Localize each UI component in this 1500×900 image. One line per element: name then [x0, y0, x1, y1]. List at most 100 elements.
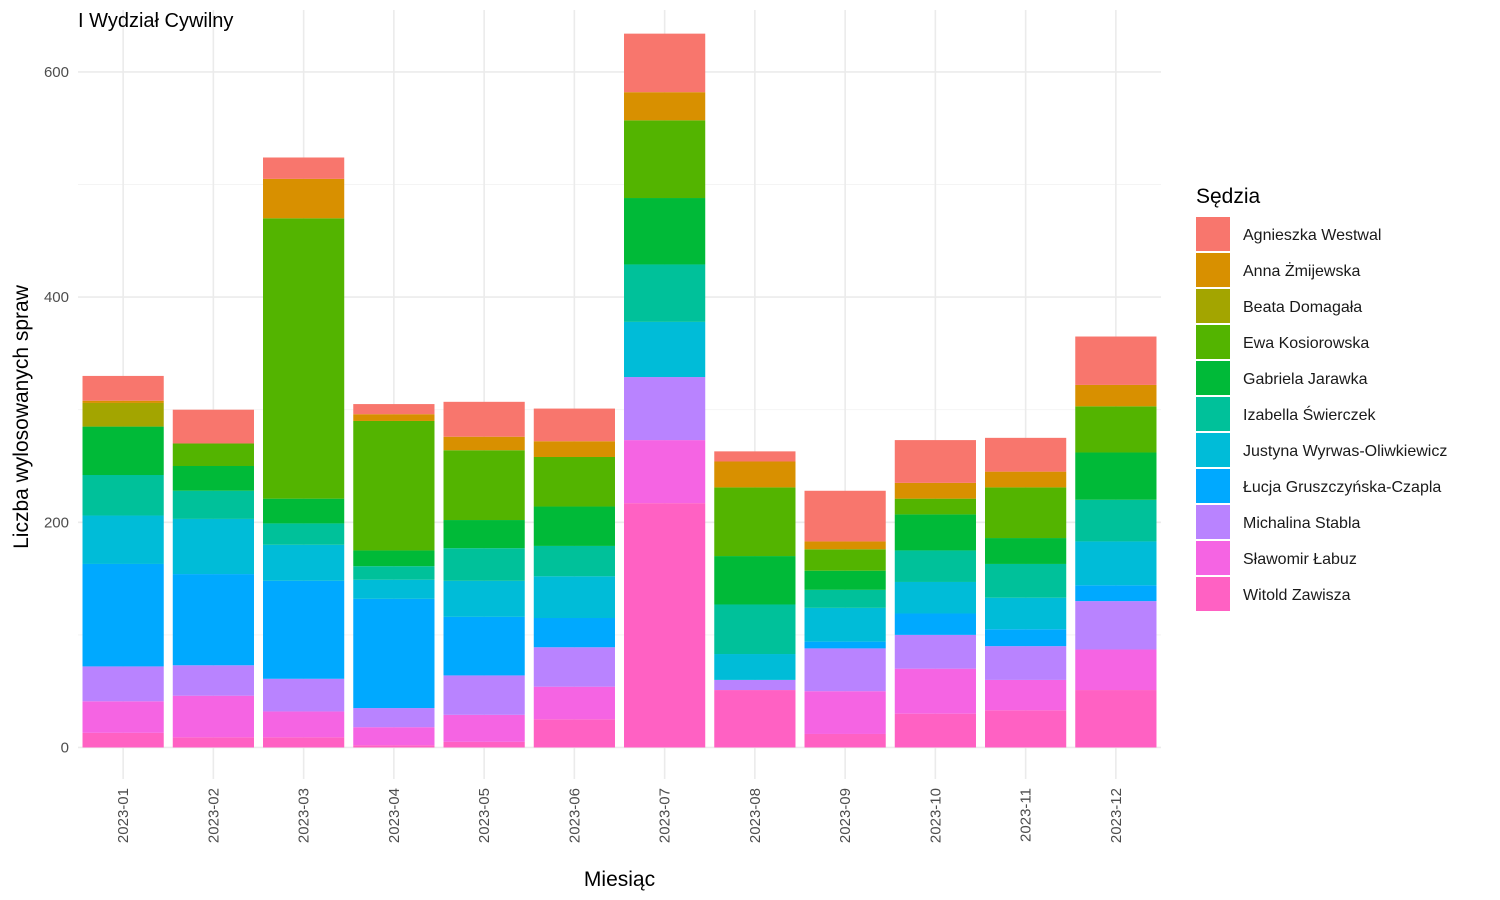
- bar-segment: [804, 691, 886, 734]
- bar-segment: [804, 641, 886, 649]
- legend-label: Anna Żmijewska: [1243, 261, 1360, 280]
- bar-segment: [172, 665, 254, 696]
- bar-segment: [263, 711, 345, 738]
- bar-segment: [985, 437, 1067, 472]
- bar-segment: [443, 401, 525, 437]
- legend-label: Witold Zawisza: [1243, 587, 1351, 604]
- x-tick-label: 2023-03: [296, 788, 313, 843]
- bar-segment: [82, 701, 164, 733]
- legend-swatch: [1196, 505, 1230, 539]
- bar-segment: [353, 727, 435, 746]
- legend-swatch: [1196, 397, 1230, 431]
- bar-segment: [443, 675, 525, 715]
- bar-segment: [714, 604, 796, 655]
- bar-segment: [353, 708, 435, 728]
- bar-segment: [804, 648, 886, 692]
- bar-segment: [624, 198, 706, 265]
- bar-segment: [894, 581, 976, 614]
- x-tick-label: 2023-01: [115, 788, 132, 843]
- x-tick-label: 2023-10: [927, 788, 944, 843]
- bar-segment: [1075, 601, 1157, 650]
- bar-segment: [1075, 406, 1157, 453]
- bar-segment: [1075, 585, 1157, 602]
- bar-segment: [894, 713, 976, 748]
- y-tick-labels: 0 200 400 600: [44, 64, 69, 757]
- grid-minor: [78, 184, 1161, 636]
- legend-swatch: [1196, 289, 1230, 323]
- bar-segment: [804, 570, 886, 590]
- x-tick-label: 2023-12: [1108, 788, 1125, 843]
- bar-segment: [804, 733, 886, 748]
- bar-segment: [353, 579, 435, 599]
- bar-segment: [263, 218, 345, 499]
- bar-segment: [624, 440, 706, 504]
- bar-segment: [82, 475, 164, 516]
- y-tick-label: 400: [44, 289, 69, 306]
- bar-segment: [624, 92, 706, 121]
- bar-segment: [82, 426, 164, 476]
- bar-segment: [443, 741, 525, 748]
- bar-segment: [985, 646, 1067, 680]
- bar-segment: [443, 450, 525, 521]
- bar-segment: [1075, 499, 1157, 542]
- bar-segment: [82, 732, 164, 748]
- legend-swatch: [1196, 361, 1230, 395]
- bar-segment: [804, 607, 886, 642]
- bar-segment: [82, 666, 164, 702]
- legend-swatch: [1196, 433, 1230, 467]
- bar-segment: [533, 441, 615, 457]
- bar-segment: [533, 545, 615, 577]
- bar-segment: [353, 566, 435, 580]
- bar-segment: [172, 574, 254, 666]
- bar-segment: [894, 668, 976, 714]
- bar-segment: [82, 563, 164, 667]
- bar-segment: [985, 597, 1067, 630]
- bar-segment: [443, 580, 525, 617]
- bar-segment: [82, 515, 164, 564]
- bar-segment: [985, 471, 1067, 488]
- y-tick-label: 0: [61, 739, 69, 756]
- x-tick-label: 2023-07: [657, 788, 674, 843]
- legend-label: Gabriela Jarawka: [1243, 371, 1368, 388]
- bar-segment: [714, 690, 796, 748]
- bar-segment: [804, 490, 886, 542]
- bar-segment: [82, 400, 164, 403]
- bar-segment: [172, 490, 254, 519]
- bar-segment: [172, 695, 254, 738]
- bar-segment: [353, 420, 435, 551]
- bar-segment: [894, 498, 976, 515]
- y-tick-label: 600: [44, 64, 69, 81]
- bar-segment: [172, 409, 254, 444]
- legend-swatch: [1196, 217, 1230, 251]
- bar-segment: [443, 520, 525, 549]
- bar-segment: [1075, 384, 1157, 407]
- bar-segment: [985, 538, 1067, 564]
- bar-segment: [1075, 541, 1157, 586]
- bar-segment: [1075, 336, 1157, 385]
- bar-segment: [353, 550, 435, 567]
- bar-segment: [443, 616, 525, 676]
- x-tick-label: 2023-11: [1018, 788, 1035, 842]
- legend-label: Beata Domagała: [1243, 299, 1362, 316]
- y-tick-label: 200: [44, 514, 69, 531]
- bar-segment: [533, 456, 615, 507]
- bar-segment: [263, 157, 345, 179]
- bar-segment: [263, 178, 345, 219]
- bar-segment: [263, 523, 345, 545]
- bar-segment: [985, 679, 1067, 711]
- bar-segment: [353, 598, 435, 709]
- bar-segment: [533, 719, 615, 748]
- chart-title: I Wydział Cywilny: [78, 10, 233, 32]
- x-tick-label: 2023-09: [837, 788, 854, 843]
- legend-swatch: [1196, 541, 1230, 575]
- bar-segment: [1075, 649, 1157, 691]
- bar-segment: [894, 440, 976, 483]
- legend-label: Justyna Wyrwas-Oliwkiewicz: [1243, 443, 1447, 460]
- legend-label: Sławomir Łabuz: [1243, 551, 1357, 568]
- bar-segment: [533, 686, 615, 720]
- bar-segment: [263, 498, 345, 524]
- bar-segment: [172, 737, 254, 748]
- legend-swatch: [1196, 325, 1230, 359]
- x-tick-labels: 2023-01 2023-02 2023-03 2023-04 2023-05 2023-…: [115, 788, 1125, 843]
- bar-segment: [172, 443, 254, 466]
